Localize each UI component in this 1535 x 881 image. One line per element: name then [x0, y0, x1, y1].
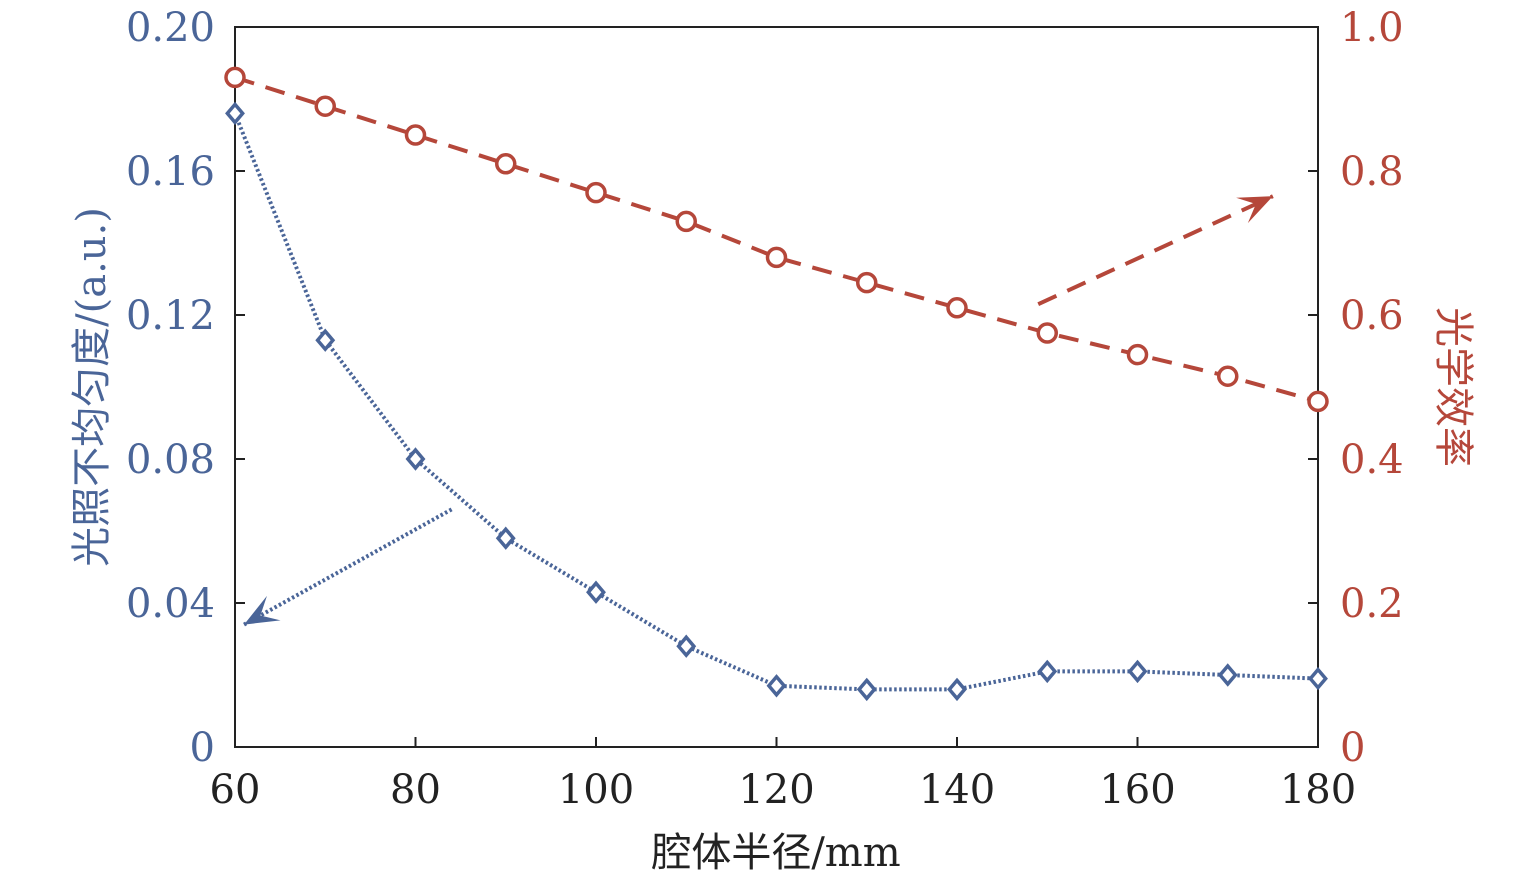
uniformity-point — [495, 526, 516, 550]
left-y-tick-label: 0 — [190, 725, 215, 771]
right-y-tick-label: 0.4 — [1340, 437, 1404, 483]
uniformity-point — [315, 328, 336, 352]
x-tick-label: 60 — [210, 767, 261, 813]
efficiency-point — [585, 181, 607, 204]
efficiency-point — [1217, 365, 1239, 387]
efficiency-point — [1307, 390, 1329, 413]
uniformity-point — [856, 677, 877, 702]
x-tick-label: 140 — [919, 767, 995, 813]
uniformity-point — [766, 674, 787, 698]
x-tick-label: 160 — [1099, 767, 1175, 813]
efficiency-point — [1126, 343, 1149, 366]
efficiency-point — [1036, 322, 1058, 344]
x-axis-title: 腔体半径/mm — [651, 830, 900, 876]
x-tick-label: 80 — [390, 767, 441, 813]
left-y-tick-label: 0.12 — [126, 293, 215, 339]
uniformity-point — [1127, 659, 1148, 684]
efficiency-point — [495, 153, 517, 175]
right-axis-arrow-line — [1037, 194, 1274, 307]
left-y-tick-label: 0.04 — [126, 581, 215, 627]
series-layer — [224, 66, 1329, 702]
right-axis-arrow-head — [1236, 196, 1273, 224]
left-y-axis-title: 光照不均匀度/(a.u.) — [69, 207, 115, 567]
efficiency-point — [765, 246, 788, 269]
efficiency-point — [404, 124, 427, 146]
right-y-tick-label: 0 — [1340, 725, 1365, 771]
uniformity-point — [1308, 666, 1328, 691]
right-y-tick-label: 0.6 — [1340, 293, 1404, 339]
efficiency-point — [946, 297, 968, 319]
uniformity-point — [405, 447, 426, 471]
left-y-tick-label: 0.16 — [126, 149, 215, 195]
efficiency-point — [675, 210, 697, 233]
right-y-tick-label: 0.8 — [1340, 149, 1404, 195]
left-y-tick-label: 0.20 — [126, 5, 215, 51]
uniformity-point — [1037, 659, 1058, 684]
right-y-axis-title: 光学效率 — [1430, 307, 1476, 467]
x-tick-label: 180 — [1280, 767, 1356, 813]
uniformity-point — [1217, 663, 1238, 687]
right-y-tick-label: 1.0 — [1340, 5, 1404, 51]
efficiency-point — [224, 66, 246, 89]
left-axis-arrow-head — [244, 595, 281, 625]
efficiency-point — [314, 95, 336, 117]
arrow-layer — [243, 194, 1274, 627]
x-tick-label: 100 — [558, 767, 634, 813]
left-axis-arrow-line — [243, 507, 453, 627]
uniformity-point — [225, 101, 245, 126]
x-tick-label: 120 — [738, 767, 814, 813]
right-y-tick-label: 0.2 — [1340, 581, 1404, 627]
left-y-tick-label: 0.08 — [126, 437, 215, 483]
efficiency-series-line — [234, 75, 1319, 404]
uniformity-point — [586, 580, 606, 604]
uniformity-point — [947, 677, 967, 702]
plot-frame — [234, 26, 1319, 748]
ticks-layer: 60 80 100 120 140 160 18000.040.080.120.160.20… — [126, 5, 1404, 813]
uniformity-series-line — [233, 112, 1319, 692]
uniformity-point — [676, 634, 697, 658]
efficiency-point — [856, 271, 878, 294]
